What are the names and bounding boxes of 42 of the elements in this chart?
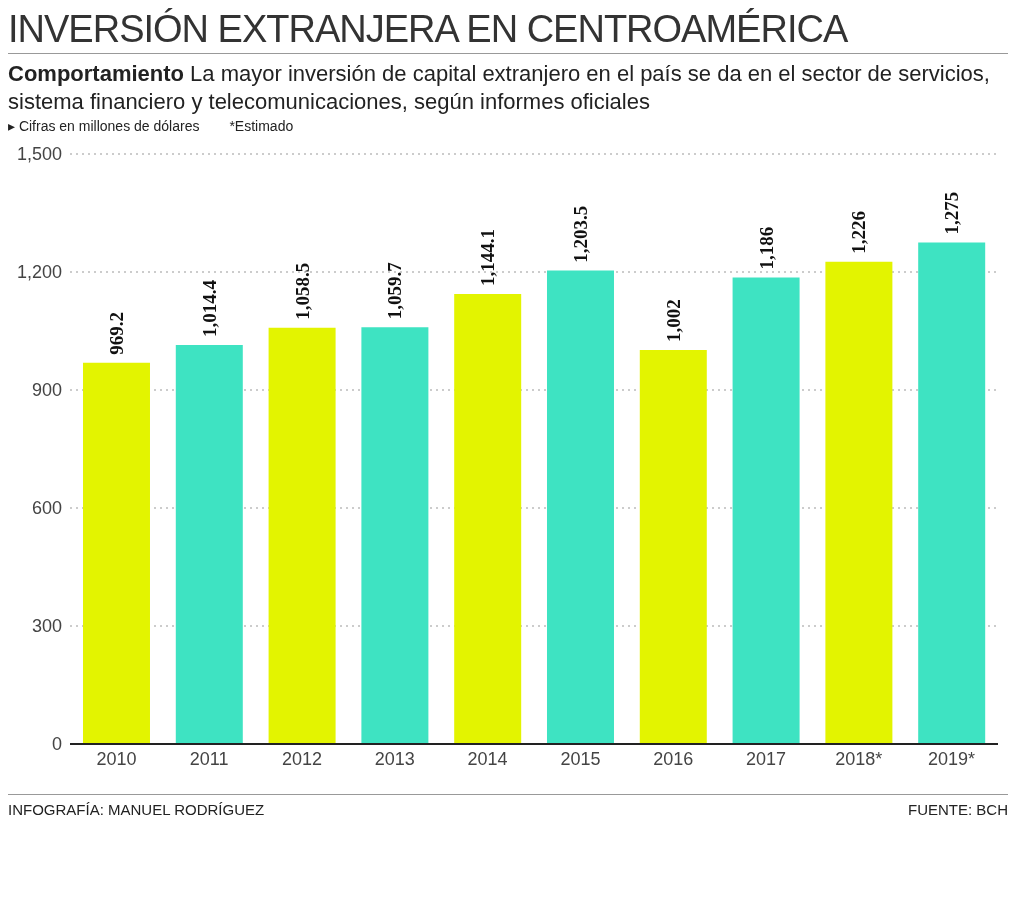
bar <box>825 261 893 744</box>
data-label: 1,058.5 <box>291 262 313 320</box>
text: INFOGRAFÍA: MANUEL RODRÍGUEZ <box>8 801 265 818</box>
bar <box>361 327 429 744</box>
bar <box>454 293 522 744</box>
x-tick-label: 2012 <box>281 748 323 769</box>
y-tick-label: 900 <box>31 380 62 401</box>
data-label: 1,002 <box>662 299 684 342</box>
x-tick-label: 2013 <box>374 748 415 769</box>
x-tick-label: 2015 <box>560 748 601 769</box>
text: *Estimado <box>229 118 294 134</box>
bar <box>82 362 150 744</box>
bar <box>175 345 243 744</box>
x-tick-label: 2010 <box>96 748 137 769</box>
text: ▸ Cifras en millones de dólares <box>8 118 200 134</box>
bar <box>639 349 707 744</box>
bar <box>732 277 800 744</box>
data-label: 1,186 <box>755 226 777 270</box>
chart-subtitle: Comportamiento La mayor inversión de capital extranjero en el país se da en el sector de servicios, sistema financiero y telecomunicaciones, según informes oficiales <box>8 60 991 116</box>
y-tick-label: 300 <box>31 616 62 637</box>
data-label: 1,203.5 <box>569 205 591 263</box>
x-tick-label: 2019* <box>928 748 976 769</box>
x-tick-label: 2011 <box>189 748 229 769</box>
data-label: 1,226 <box>848 211 870 254</box>
x-tick-label: 2014 <box>467 748 508 769</box>
bar <box>546 270 614 744</box>
data-label: 1,275 <box>941 191 963 235</box>
data-label: 1,014.4 <box>198 279 220 337</box>
data-label: 969.2 <box>105 312 127 355</box>
x-tick-label: 2017 <box>745 748 787 769</box>
x-tick-label: 2016 <box>653 748 694 769</box>
y-tick-label: 0 <box>51 734 62 755</box>
y-tick-label: 1,200 <box>16 262 62 283</box>
chart-title: INVERSIÓN EXTRANJERA EN CENTROAMÉRICA <box>8 8 1008 54</box>
y-tick-label: 1,500 <box>16 144 62 165</box>
data-label: 1,059.7 <box>384 261 406 320</box>
source-note: FUENTE: BCH <box>907 801 1008 818</box>
data-label: 1,144.1 <box>477 228 499 286</box>
y-tick-label: 600 <box>31 498 62 519</box>
bar <box>268 327 336 744</box>
bar <box>918 242 986 744</box>
x-tick-label: 2018* <box>835 748 883 769</box>
